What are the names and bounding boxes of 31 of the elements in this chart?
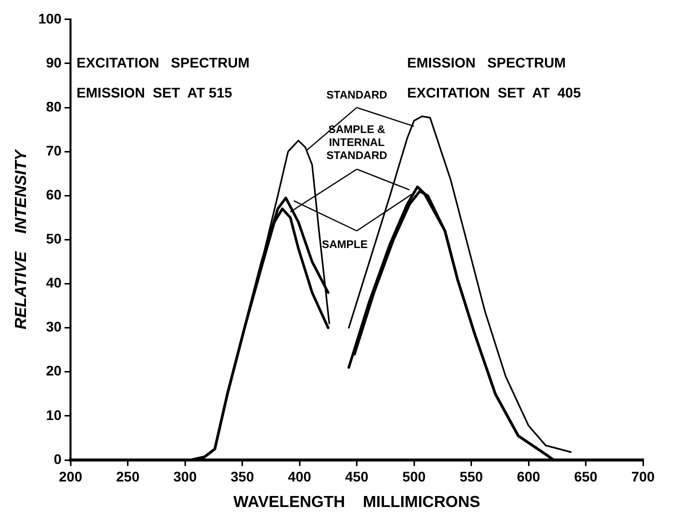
y-tick-label: 100 [38, 10, 62, 26]
x-tick-label: 300 [173, 468, 197, 484]
x-tick-label: 500 [402, 468, 426, 484]
x-axis-title: WAVELENGTH MILLIMICRONS [233, 494, 481, 511]
x-tick-label: 450 [345, 468, 369, 484]
y-tick-label: 10 [46, 406, 62, 423]
x-tick-label: 600 [516, 468, 540, 484]
y-axis-title: RELATIVE INTENSITY [13, 148, 30, 330]
text: STANDARD [326, 90, 388, 102]
annotation: EMISSION SPECTRUM [407, 54, 566, 70]
y-tick-label: 20 [46, 362, 62, 379]
y-tick-label: 80 [46, 98, 62, 114]
x-tick-label: 400 [288, 468, 312, 484]
text: SAMPLE & INTERNAL STANDARD [326, 124, 388, 162]
x-tick-label: 250 [116, 468, 140, 484]
annotation: EXCITATION SET AT 405 [407, 84, 582, 100]
y-tick-label: 60 [46, 186, 62, 202]
y-tick-label: 30 [46, 318, 62, 335]
x-tick-label: 650 [574, 468, 598, 484]
x-tick-label: 350 [230, 468, 254, 484]
y-tick-label: 0 [54, 450, 62, 467]
x-tick-label: 700 [631, 468, 655, 484]
x-tick-label: 200 [58, 468, 82, 484]
y-tick-label: 40 [46, 274, 62, 291]
y-tick-label: 90 [46, 54, 62, 70]
series-label: SAMPLE [322, 238, 368, 251]
x-tick-label: 550 [460, 468, 484, 484]
annotation: EMISSION SET AT 515 [76, 84, 232, 100]
y-tick-label: 50 [46, 230, 62, 247]
y-tick-label: 70 [46, 142, 62, 158]
annotation: EXCITATION SPECTRUM [76, 54, 250, 70]
